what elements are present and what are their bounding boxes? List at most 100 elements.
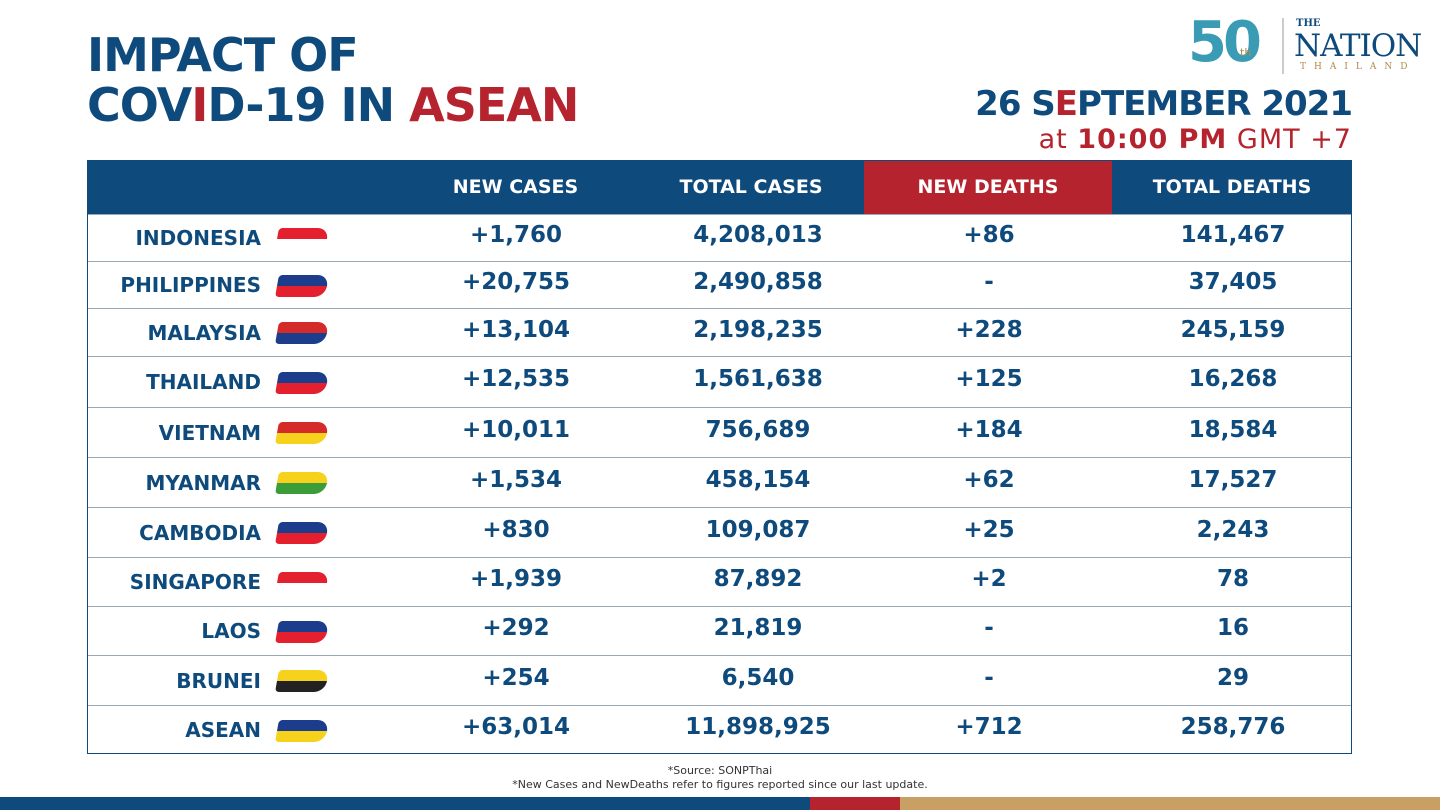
cell: 4,208,013 [693, 222, 823, 248]
cell: 87,892 [713, 566, 803, 592]
cell: 245,159 [1180, 317, 1286, 343]
flag [275, 719, 329, 742]
date: 26 SEPTEMBER 2021 [975, 84, 1353, 124]
flag [275, 322, 329, 344]
table-row: VIETNAM +10,011 756,689 +184 18,584 [88, 407, 1351, 458]
country: INDONESIA [135, 226, 261, 250]
table-row: MALAYSIA +13,104 2,198,235 +228 245,159 [88, 308, 1351, 357]
title-part: I [191, 78, 208, 132]
logo-the: THE [1296, 18, 1321, 29]
note: *New Cases and NewDeaths refer to figure… [512, 778, 928, 791]
date-part: E [1054, 84, 1078, 124]
country: CAMBODIA [139, 521, 261, 545]
cell: +228 [955, 317, 1023, 343]
cell: +712 [955, 714, 1023, 740]
cell: +2 [971, 566, 1007, 592]
cell: - [984, 665, 994, 691]
cell: +12,535 [461, 366, 571, 392]
table-row: INDONESIA +1,760 4,208,013 +86 141,467 [88, 214, 1351, 262]
cell: 2,243 [1196, 517, 1270, 543]
country: THAILAND [146, 370, 261, 394]
table-row: MYANMAR +1,534 458,154 +62 17,527 [88, 457, 1351, 508]
cell: +20,755 [461, 269, 571, 295]
column-header: NEW DEATHS [864, 161, 1112, 214]
logo-suffix: th [1240, 46, 1252, 59]
cell: 458,154 [705, 467, 811, 493]
cell: 78 [1216, 566, 1249, 592]
flag [275, 522, 329, 544]
bar [900, 797, 1440, 810]
table-row: SINGAPORE +1,939 87,892 +2 78 [88, 557, 1351, 607]
cell: 6,540 [721, 665, 795, 691]
cell: +1,939 [469, 566, 563, 592]
table: NEW CASES TOTAL CASES NEW DEATHS TOTAL DEAT… [87, 160, 1352, 754]
cell: - [984, 269, 994, 295]
table-row: PHILIPPINES +20,755 2,490,858 - 37,405 [88, 261, 1351, 309]
header-blank [88, 161, 393, 214]
flag [275, 472, 329, 494]
country: MYANMAR [145, 471, 261, 495]
cell: 21,819 [713, 615, 803, 641]
cell: 17,527 [1188, 467, 1278, 493]
country: BRUNEI [176, 669, 261, 693]
time-part: 10:00 PM [1077, 124, 1228, 155]
country: SINGAPORE [129, 570, 261, 594]
logo-sub: THAILAND [1300, 62, 1416, 72]
title-line: COVID-19 IN ASEAN [87, 78, 579, 132]
table-row: LAOS +292 21,819 - 16 [88, 606, 1351, 656]
flag [275, 274, 329, 297]
flag [275, 371, 329, 394]
title-part: D-19 IN [207, 78, 410, 132]
cell: 109,087 [705, 517, 811, 543]
logo-number: 50 [1188, 10, 1262, 75]
cell: +125 [955, 366, 1023, 392]
cell: +63,014 [461, 714, 571, 740]
cell: 16 [1216, 615, 1249, 641]
table-row: BRUNEI +254 6,540 - 29 [88, 655, 1351, 706]
column-header: TOTAL DEATHS [1112, 161, 1352, 214]
cell: +184 [955, 417, 1023, 443]
cell: +254 [482, 665, 550, 691]
date-part: PTEMBER 2021 [1077, 84, 1353, 124]
flag [275, 227, 329, 250]
cell: 11,898,925 [685, 714, 831, 740]
cell: +292 [482, 615, 550, 641]
flag [275, 620, 329, 643]
cell: 37,405 [1188, 269, 1278, 295]
column-header: TOTAL CASES [638, 161, 864, 214]
cell: +830 [482, 517, 550, 543]
cell: 141,467 [1180, 222, 1286, 248]
country: LAOS [201, 619, 261, 643]
table-row: ASEAN +63,014 11,898,925 +712 258,776 [88, 705, 1351, 755]
cell: 2,198,235 [693, 317, 823, 343]
title: IMPACT OF COVID-19 IN ASEAN [87, 30, 579, 132]
date-part: 26 S [975, 84, 1056, 124]
column-header: NEW CASES [393, 161, 638, 214]
cell: +1,760 [469, 222, 563, 248]
cell: +62 [963, 467, 1015, 493]
cell: +86 [963, 222, 1015, 248]
cell: +1,534 [469, 467, 563, 493]
bar [0, 797, 810, 810]
logo-name: NATION [1294, 28, 1422, 64]
cell: +25 [963, 517, 1015, 543]
cell: +10,011 [461, 417, 571, 443]
table-row: CAMBODIA +830 109,087 +25 2,243 [88, 507, 1351, 558]
cell: 1,561,638 [693, 366, 823, 392]
title-part: COV [87, 78, 192, 132]
cell: 29 [1216, 665, 1249, 691]
divider [1282, 18, 1284, 74]
flag [275, 670, 329, 692]
source: *Source: SONPThai [667, 764, 773, 777]
country: VIETNAM [158, 421, 261, 445]
cell: 258,776 [1180, 714, 1286, 740]
flag [275, 571, 329, 594]
country: ASEAN [185, 718, 261, 742]
country: PHILIPPINES [120, 273, 261, 297]
logo: 50 th THE NATION THAILAND [1188, 10, 1428, 80]
flag [275, 422, 329, 444]
cell: - [984, 615, 994, 641]
title-part: ASEAN [409, 78, 579, 132]
time: at 10:00 PM GMT +7 [1039, 124, 1352, 155]
